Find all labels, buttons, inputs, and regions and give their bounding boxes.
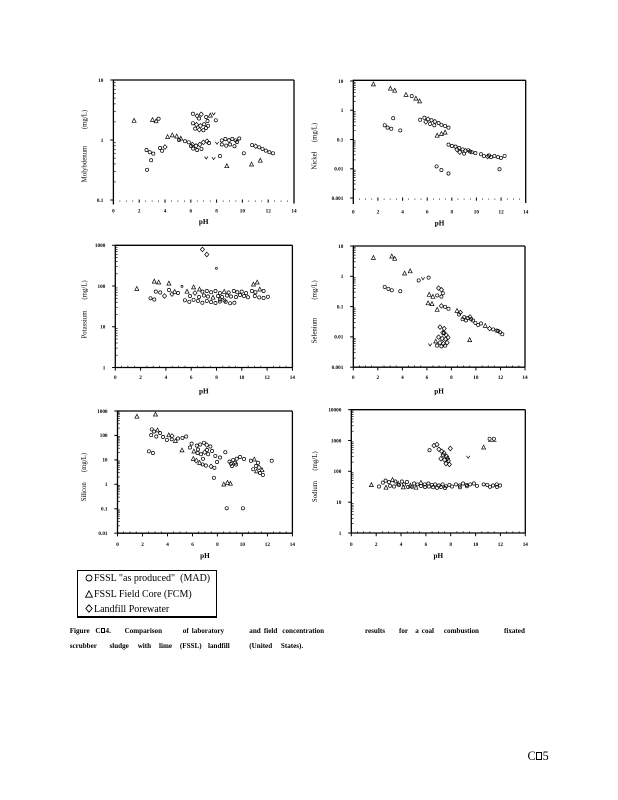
svg-text:2: 2 — [377, 210, 380, 216]
svg-text:pH: pH — [199, 388, 209, 396]
svg-text:8: 8 — [216, 542, 219, 548]
svg-text:6: 6 — [426, 210, 429, 216]
svg-text:0.1: 0.1 — [337, 137, 344, 143]
svg-text:8: 8 — [215, 209, 218, 215]
svg-text:12: 12 — [498, 542, 504, 548]
svg-text:1: 1 — [101, 138, 104, 144]
svg-text:0.01: 0.01 — [334, 335, 343, 341]
svg-text:0.001: 0.001 — [332, 196, 344, 202]
svg-text:2: 2 — [375, 542, 378, 548]
svg-text:4: 4 — [166, 542, 169, 548]
svg-text:0: 0 — [350, 542, 353, 548]
svg-text:12: 12 — [498, 375, 504, 381]
svg-text:Nickel: Nickel — [312, 151, 319, 169]
svg-text:4: 4 — [401, 210, 404, 216]
svg-text:100: 100 — [100, 433, 108, 439]
svg-text:4: 4 — [165, 375, 168, 381]
svg-text:8: 8 — [215, 375, 218, 381]
svg-text:10: 10 — [240, 209, 246, 215]
svg-text:pH: pH — [434, 552, 444, 560]
svg-text:2: 2 — [139, 375, 142, 381]
svg-text:6: 6 — [190, 375, 193, 381]
svg-text:100: 100 — [334, 469, 342, 475]
svg-text:6: 6 — [425, 542, 428, 548]
svg-text:1: 1 — [339, 531, 342, 537]
svg-text:1000: 1000 — [97, 409, 108, 415]
svg-text:12: 12 — [499, 210, 505, 216]
svg-text:4: 4 — [164, 209, 167, 215]
svg-text:0.001: 0.001 — [332, 365, 344, 371]
svg-text:8: 8 — [450, 375, 453, 381]
svg-text:0: 0 — [112, 209, 115, 215]
svg-text:(mg/L): (mg/L) — [82, 280, 89, 299]
svg-text:6: 6 — [426, 375, 429, 381]
svg-text:10: 10 — [338, 79, 344, 85]
svg-text:pH: pH — [199, 218, 209, 226]
svg-text:1: 1 — [103, 365, 106, 371]
svg-text:10: 10 — [100, 325, 106, 331]
svg-text:10: 10 — [102, 458, 108, 464]
svg-text:2: 2 — [141, 542, 144, 548]
svg-text:2: 2 — [138, 209, 141, 215]
svg-text:Silicon: Silicon — [81, 482, 88, 502]
svg-text:Sodium: Sodium — [312, 480, 319, 502]
svg-text:pH: pH — [434, 388, 444, 396]
svg-text:0.1: 0.1 — [97, 198, 104, 204]
svg-text:14: 14 — [523, 210, 529, 216]
svg-text:10: 10 — [473, 542, 479, 548]
svg-text:14: 14 — [523, 542, 529, 548]
svg-text:6: 6 — [191, 542, 194, 548]
svg-text:0: 0 — [352, 375, 355, 381]
svg-text:14: 14 — [290, 375, 296, 381]
svg-text:0.01: 0.01 — [334, 167, 343, 173]
svg-text:1000: 1000 — [331, 438, 342, 444]
svg-text:6: 6 — [190, 209, 193, 215]
svg-text:1: 1 — [341, 274, 344, 280]
svg-text:1: 1 — [341, 108, 344, 114]
svg-text:8: 8 — [451, 210, 454, 216]
svg-text:10: 10 — [98, 78, 104, 84]
svg-text:2: 2 — [377, 375, 380, 381]
svg-text:10: 10 — [338, 244, 344, 250]
svg-text:10000: 10000 — [328, 408, 341, 414]
svg-text:10: 10 — [240, 542, 246, 548]
svg-text:pH: pH — [435, 220, 445, 228]
svg-text:(mg/L): (mg/L) — [82, 110, 89, 129]
svg-text:0.1: 0.1 — [337, 304, 344, 310]
svg-text:(mg/L): (mg/L) — [81, 453, 88, 472]
svg-text:0: 0 — [116, 542, 119, 548]
svg-text:8: 8 — [449, 542, 452, 548]
svg-text:14: 14 — [290, 542, 296, 548]
svg-text:10: 10 — [239, 375, 245, 381]
svg-text:1: 1 — [105, 482, 108, 488]
svg-text:4: 4 — [401, 375, 404, 381]
svg-text:(mg/L): (mg/L) — [312, 280, 319, 299]
svg-text:0: 0 — [114, 375, 117, 381]
svg-text:Potassium: Potassium — [82, 310, 89, 339]
svg-text:100: 100 — [98, 284, 106, 290]
svg-text:Selenium: Selenium — [312, 317, 319, 343]
svg-text:12: 12 — [265, 375, 271, 381]
svg-text:Molybdenum: Molybdenum — [82, 145, 89, 182]
svg-text:0: 0 — [352, 210, 355, 216]
svg-text:10: 10 — [473, 375, 479, 381]
svg-text:0.1: 0.1 — [101, 507, 108, 513]
svg-text:12: 12 — [266, 209, 272, 215]
svg-text:12: 12 — [265, 542, 271, 548]
svg-text:(mg/L): (mg/L) — [312, 123, 319, 142]
svg-text:14: 14 — [291, 209, 297, 215]
svg-text:14: 14 — [522, 375, 528, 381]
svg-text:(mg/L): (mg/L) — [312, 451, 319, 470]
svg-text:1000: 1000 — [95, 243, 106, 249]
svg-text:10: 10 — [474, 210, 480, 216]
svg-text:4: 4 — [400, 542, 403, 548]
svg-text:pH: pH — [200, 552, 210, 560]
svg-text:10: 10 — [336, 500, 342, 506]
svg-text:0.01: 0.01 — [98, 531, 107, 537]
